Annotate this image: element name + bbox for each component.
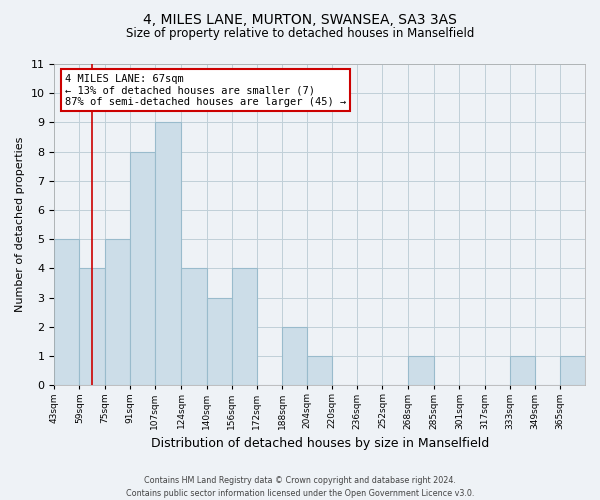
Bar [130,152,155,386]
Text: Contains HM Land Registry data © Crown copyright and database right 2024.
Contai: Contains HM Land Registry data © Crown c… [126,476,474,498]
Y-axis label: Number of detached properties: Number of detached properties [15,137,25,312]
Text: Size of property relative to detached houses in Manselfield: Size of property relative to detached ho… [126,28,474,40]
Text: 4, MILES LANE, MURTON, SWANSEA, SA3 3AS: 4, MILES LANE, MURTON, SWANSEA, SA3 3AS [143,12,457,26]
Bar [560,356,585,386]
Bar [79,268,104,386]
Bar [407,356,434,386]
Bar [206,298,232,386]
X-axis label: Distribution of detached houses by size in Manselfield: Distribution of detached houses by size … [151,437,489,450]
Bar [54,240,79,386]
Bar [232,268,257,386]
Bar [181,268,206,386]
Bar [282,327,307,386]
Bar [307,356,332,386]
Bar [104,240,130,386]
Bar [509,356,535,386]
Bar [155,122,181,386]
Text: 4 MILES LANE: 67sqm
← 13% of detached houses are smaller (7)
87% of semi-detache: 4 MILES LANE: 67sqm ← 13% of detached ho… [65,74,346,107]
